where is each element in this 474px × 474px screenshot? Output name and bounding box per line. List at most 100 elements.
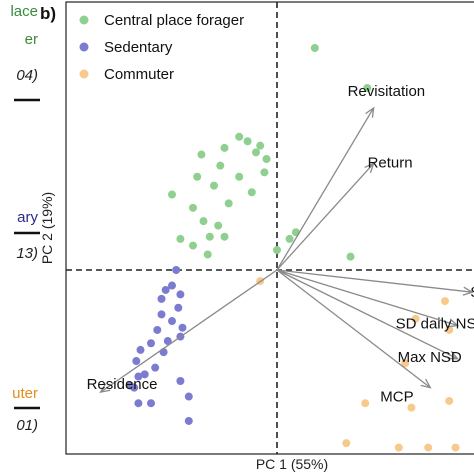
- loading-arrow: [276, 107, 375, 271]
- data-point: [161, 285, 170, 294]
- panel-label: b): [40, 4, 56, 23]
- loading-label: SD daily NSD: [396, 316, 474, 333]
- left-panel-fragment: ary: [17, 209, 38, 226]
- data-point: [126, 381, 134, 390]
- data-point: [176, 290, 185, 299]
- data-point: [153, 325, 162, 334]
- data-point: [256, 141, 265, 150]
- data-point: [310, 44, 319, 52]
- data-point: [346, 252, 355, 261]
- data-point: [401, 359, 410, 368]
- data-point: [193, 172, 202, 181]
- loading-arrow: [276, 163, 375, 271]
- data-point: [260, 168, 269, 177]
- loading-arrowhead: [99, 383, 111, 394]
- loading-label: SDD: [470, 284, 474, 301]
- data-point: [407, 403, 416, 412]
- data-point: [159, 348, 168, 357]
- data-point: [247, 188, 256, 197]
- loading-label: Return: [368, 154, 413, 171]
- data-point: [132, 357, 141, 366]
- data-point: [147, 399, 155, 408]
- legend-marker: [79, 69, 89, 79]
- data-point: [205, 232, 214, 241]
- data-point: [210, 181, 218, 190]
- data-point: [189, 241, 197, 250]
- data-point: [203, 250, 212, 259]
- data-point: [216, 161, 225, 170]
- data-point: [361, 399, 370, 408]
- data-point: [235, 132, 244, 141]
- legend-label: Central place forager: [104, 12, 244, 29]
- y-axis-label: PC 2 (19%): [39, 192, 55, 264]
- data-point: [235, 172, 244, 181]
- data-point: [134, 372, 143, 381]
- data-point: [363, 83, 372, 92]
- data-point: [441, 297, 449, 306]
- legend-label: Commuter: [104, 66, 174, 83]
- data-point: [168, 190, 176, 199]
- legend-label: Sedentary: [104, 39, 173, 56]
- data-point: [178, 323, 187, 332]
- data-point: [176, 234, 185, 243]
- data-point: [174, 303, 183, 312]
- loading-arrow: [276, 269, 473, 293]
- data-point: [445, 325, 454, 334]
- data-point: [157, 310, 166, 319]
- data-point: [151, 363, 160, 372]
- left-panel-cropped: lace er 04) ary 13) uter 01): [10, 3, 40, 434]
- plot-area-frame: [65, 1, 474, 455]
- data-point: [189, 203, 197, 212]
- loading-arrowhead: [447, 318, 460, 328]
- left-panel-fragment: 13): [16, 245, 38, 262]
- legend: Central place forager Sedentary Commuter: [79, 12, 244, 83]
- data-point: [134, 399, 143, 408]
- left-panel-fragment: uter: [12, 385, 38, 402]
- data-point: [220, 143, 229, 152]
- data-point: [394, 443, 403, 452]
- data-point: [411, 314, 420, 323]
- data-point: [140, 370, 149, 379]
- data-point: [342, 439, 351, 448]
- data-point: [197, 150, 206, 159]
- data-point: [252, 148, 260, 157]
- loading-arrowhead: [364, 162, 375, 173]
- loading-label: MCP: [380, 389, 413, 406]
- loading-arrow: [276, 269, 458, 360]
- loading-arrowhead: [420, 378, 432, 389]
- data-point: [451, 443, 460, 452]
- data-point: [157, 294, 166, 303]
- loading-arrow: [276, 269, 458, 327]
- data-point: [291, 228, 300, 237]
- legend-marker: [79, 42, 89, 52]
- data-point: [184, 416, 193, 425]
- data-point: [262, 155, 271, 163]
- data-point: [424, 443, 433, 452]
- left-panel-fragment: 04): [16, 67, 38, 84]
- data-point: [273, 246, 281, 255]
- left-panel-fragment: 01): [16, 417, 38, 434]
- loading-label: Residence: [87, 376, 158, 393]
- loading-arrow: [276, 269, 431, 389]
- legend-marker: [79, 15, 89, 25]
- data-point: [147, 339, 155, 348]
- data-point: [184, 392, 193, 401]
- data-points: [126, 44, 460, 452]
- data-point: [445, 396, 454, 405]
- data-point: [168, 317, 176, 326]
- data-point: [224, 199, 233, 208]
- data-point: [163, 337, 172, 346]
- left-panel-fragment: er: [25, 31, 38, 48]
- loading-arrowhead: [447, 350, 460, 360]
- data-point: [220, 232, 229, 241]
- loading-arrow: [100, 269, 278, 393]
- data-point: [199, 217, 208, 226]
- data-point: [136, 345, 145, 354]
- loading-arrowhead: [462, 286, 474, 296]
- data-point: [214, 221, 223, 230]
- data-point: [285, 234, 294, 243]
- data-point: [243, 137, 252, 146]
- data-point: [172, 266, 181, 274]
- data-point: [168, 281, 176, 290]
